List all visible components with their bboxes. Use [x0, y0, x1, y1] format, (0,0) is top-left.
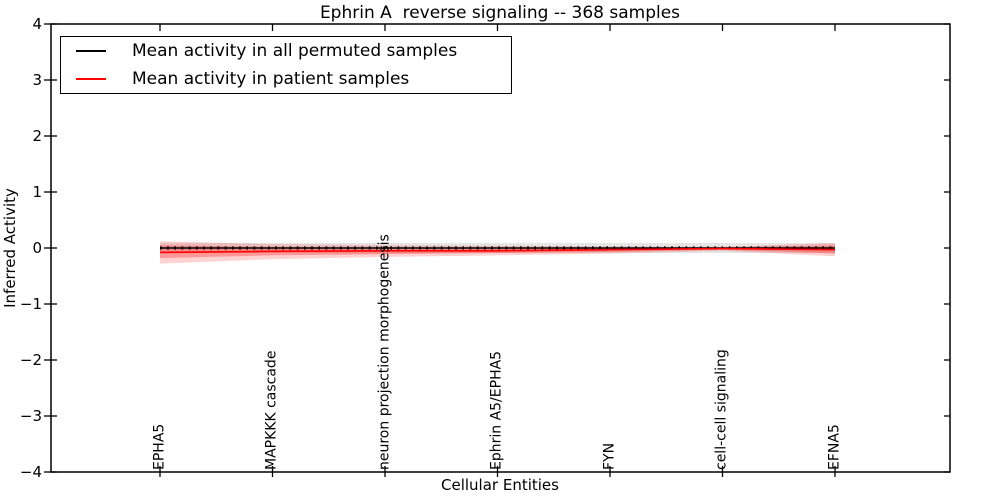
- legend-line-permuted-icon: [76, 50, 106, 53]
- y-tick-label: −1: [19, 295, 42, 313]
- x-tick-label: EPHA5: [151, 423, 168, 470]
- legend-item-patient: Mean activity in patient samples: [76, 66, 511, 92]
- legend-label-permuted: Mean activity in all permuted samples: [132, 41, 458, 62]
- legend-line-patient-icon: [76, 77, 106, 80]
- x-tick-label: neuron projection morphogenesis: [376, 234, 393, 470]
- y-tick-label: −2: [19, 351, 42, 369]
- x-tick-label: EFNA5: [826, 424, 843, 470]
- x-tick-label: FYN: [601, 442, 618, 470]
- chart-title: Ephrin A reverse signaling -- 368 sample…: [319, 3, 681, 23]
- y-tick-label: 2: [32, 127, 42, 145]
- x-tick-label: Ephrin A5/EPHA5: [488, 350, 505, 470]
- y-tick-label: 3: [32, 71, 42, 89]
- y-tick-label: 1: [32, 183, 42, 201]
- y-tick-label: 4: [32, 15, 42, 33]
- legend: Mean activity in all permuted samples Me…: [60, 36, 512, 94]
- y-tick-label: −3: [19, 407, 42, 425]
- x-axis-label: Cellular Entities: [441, 476, 559, 494]
- x-tick-label: MAPKKK cascade: [263, 350, 280, 470]
- x-tick-label: cell-cell signaling: [713, 349, 730, 470]
- legend-label-patient: Mean activity in patient samples: [132, 68, 410, 89]
- y-tick-label: −4: [19, 463, 42, 481]
- y-tick-label: 0: [32, 239, 42, 257]
- legend-item-permuted: Mean activity in all permuted samples: [76, 38, 511, 64]
